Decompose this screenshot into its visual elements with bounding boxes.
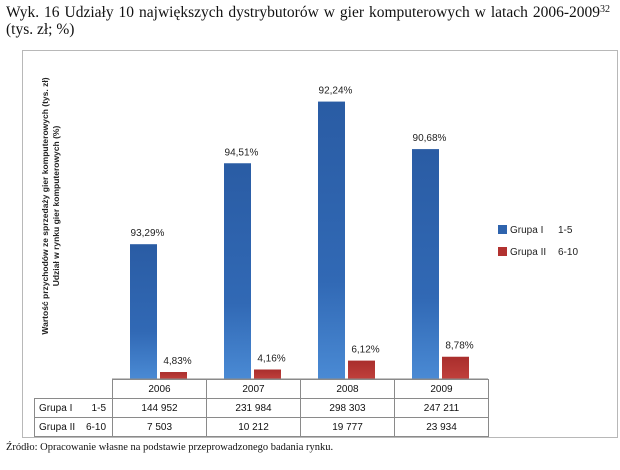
legend-swatch-grupa-1 [498,225,507,234]
share-label-grupa-2-2007: 4,16% [257,354,285,365]
legend-label-grupa-1: Grupa I [510,225,543,236]
bar-grupa-1-2007 [224,163,251,379]
bar-grupa-1-2008 [318,101,345,379]
share-label-grupa-2-2008: 6,12% [351,345,379,356]
bar-grupa-1-2009 [412,149,439,379]
share-label-grupa-2-2006: 4,83% [163,356,191,367]
data-table-cell: 298 303 [300,398,395,418]
caption-text: Wyk. 16 Udziały 10 największych dystrybu… [6,4,600,21]
data-table-cell: 144 952 [112,398,207,418]
bars-layer: 93,29% 4,83% 94,51% 4,16% 92,24% 6,12% 90,68% 8… [112,86,488,380]
data-table-cell: 10 212 [206,417,301,437]
data-table-cell: 231 984 [206,398,301,418]
data-table-row-grupa-2: Grupa II 6-10 7 503 10 212 19 777 23 934 [34,417,489,437]
data-table-cell: 247 211 [394,398,489,418]
share-label-grupa-1-2006: 93,29% [131,228,165,239]
source-note: Źródło: Opracowanie własne na podstawie … [6,442,334,453]
data-table-cell: 23 934 [394,417,489,437]
data-table-header-row: 2006 2007 2008 2009 [34,379,489,399]
bar-grupa-2-2009 [442,356,469,379]
row-series-range: 6-10 [85,421,106,433]
legend-swatch-grupa-2 [498,247,507,256]
share-label-grupa-1-2009: 90,68% [413,133,447,144]
data-table-year: 2007 [206,379,301,399]
row-series-name: Grupa II [39,421,76,433]
bar-grupa-2-2008 [348,360,375,379]
row-series-range: 1-5 [91,402,106,414]
share-label-grupa-1-2008: 92,24% [319,86,353,97]
legend-label-grupa-2: Grupa II [510,247,546,258]
data-table-year: 2009 [394,379,489,399]
data-table-row-label: Grupa II 6-10 [34,417,113,437]
data-table-corner [34,379,113,399]
bar-grupa-1-2006 [130,244,157,379]
bar-grupa-2-2006 [160,372,187,379]
row-series-name: Grupa I [39,402,73,414]
data-table-year: 2008 [300,379,395,399]
data-table-cell: 7 503 [112,417,207,437]
data-table-row-grupa-1: Grupa I 1-5 144 952 231 984 298 303 247 2… [34,398,489,418]
data-table-year: 2006 [112,379,207,399]
data-table-cell: 19 777 [300,417,395,437]
legend: Grupa I 1-5 Grupa II 6-10 [498,225,578,258]
data-table: 2006 2007 2008 2009 Grupa I 1-5 144 952 2… [34,379,489,437]
legend-range-grupa-2: 6-10 [558,247,578,258]
chart-caption: Wyk. 16 Udziały 10 największych dystrybu… [6,4,610,38]
share-label-grupa-2-2009: 8,78% [445,341,473,352]
legend-range-grupa-1: 1-5 [558,225,573,236]
caption-units: (tys. zł; %) [6,21,75,38]
data-table-row-label: Grupa I 1-5 [34,398,113,418]
caption-footnote-ref: 32 [600,4,610,15]
share-label-grupa-1-2007: 94,51% [225,147,259,158]
bar-grupa-2-2007 [254,369,281,379]
